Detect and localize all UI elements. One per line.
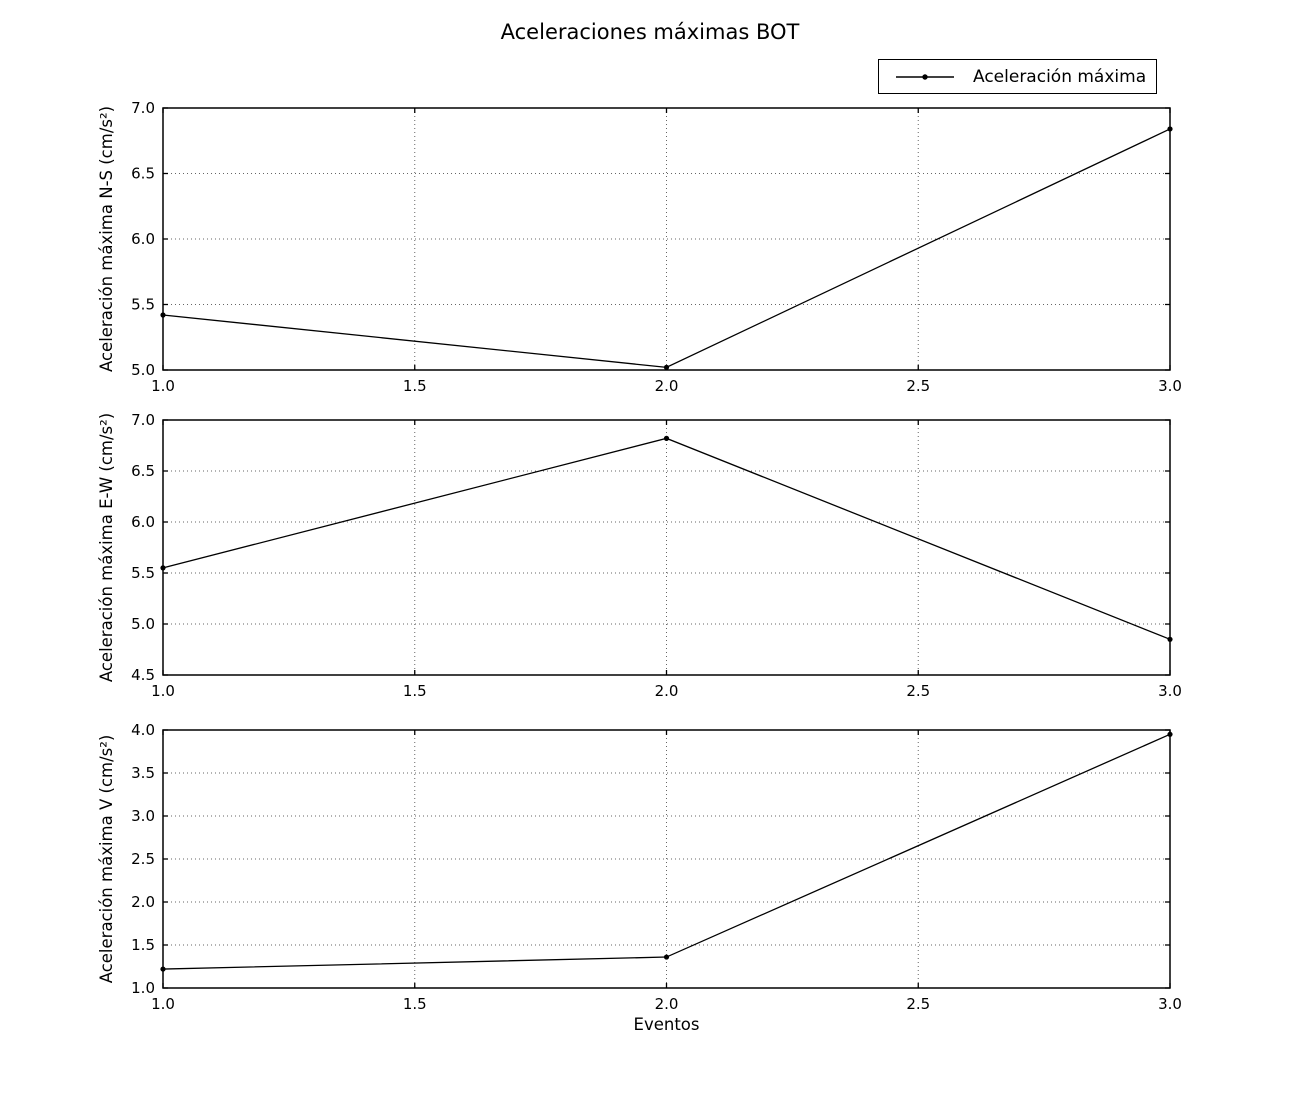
legend-marker-sample (922, 73, 928, 80)
y-tick-label: 6.5 (131, 462, 155, 480)
x-tick-label: 2.0 (655, 995, 679, 1013)
x-tick-label: 2.5 (906, 995, 930, 1013)
data-point-marker (663, 954, 670, 960)
y-tick-label: 7.0 (131, 411, 155, 429)
data-point-marker (1167, 126, 1173, 132)
data-line (162, 733, 1171, 970)
x-tick-label: 2.5 (906, 377, 930, 395)
x-tick-label: 1.5 (403, 377, 427, 395)
subplot-1: 1.0 1.5 2.0 2.5 3.0 5.0 5.5 6.0 6.5 7.0 Aceleració… (97, 99, 1182, 395)
data-point-marker (160, 565, 166, 571)
x-tick-label: 3.0 (1158, 377, 1182, 395)
x-tick-label: 1.0 (151, 995, 175, 1013)
chart-title: Aceleraciones máximas BOT (500, 20, 800, 44)
x-tick-label: 3.0 (1158, 682, 1182, 700)
y-tick-label: 6.0 (131, 230, 155, 248)
y-tick-label: 4.0 (131, 721, 155, 739)
data-point-marker (1167, 636, 1173, 642)
x-tick-label: 1.0 (151, 682, 175, 700)
y-tick-label: 2.5 (131, 850, 155, 868)
subplot-2: 1.0 1.5 2.0 2.5 3.0 4.5 5.0 5.5 6.0 6.5 7.0 Acelera… (97, 411, 1182, 700)
y-tick-label: 4.5 (131, 666, 155, 684)
data-point-marker (160, 312, 166, 318)
y-tick-label: 5.5 (131, 564, 155, 582)
data-point-marker (160, 966, 166, 972)
data-point-marker (663, 435, 670, 441)
y-tick-label: 5.5 (131, 296, 155, 314)
x-tick-label: 1.5 (403, 682, 427, 700)
y-tick-label: 3.5 (131, 764, 155, 782)
data-point-marker (1167, 731, 1173, 737)
x-tick-label: 2.0 (655, 377, 679, 395)
y-axis-label: Aceleración máxima N-S (cm/s²) (97, 106, 116, 372)
y-tick-label: 5.0 (131, 361, 155, 379)
x-tick-label: 3.0 (1158, 995, 1182, 1013)
y-axis-label: Aceleración máxima E-W (cm/s²) (97, 413, 116, 682)
x-tick-label: 2.5 (906, 682, 930, 700)
y-tick-label: 7.0 (131, 99, 155, 117)
y-tick-label: 5.0 (131, 615, 155, 633)
x-axis-label: Eventos (634, 1015, 700, 1034)
y-tick-label: 6.5 (131, 165, 155, 183)
x-tick-label: 2.0 (655, 682, 679, 700)
legend-label: Aceleración máxima (973, 66, 1147, 87)
y-tick-label: 3.0 (131, 807, 155, 825)
y-axis-label: Aceleración máxima V (cm/s²) (97, 735, 116, 984)
y-tick-label: 6.0 (131, 513, 155, 531)
data-point-marker (663, 364, 670, 370)
y-tick-label: 1.5 (131, 936, 155, 954)
legend: Aceleración máxima (878, 59, 1157, 94)
legend-line-marker-icon (896, 73, 954, 80)
x-tick-label: 1.5 (403, 995, 427, 1013)
y-tick-label: 1.0 (131, 979, 155, 997)
x-tick-label: 1.0 (151, 377, 175, 395)
y-tick-label: 2.0 (131, 893, 155, 911)
subplot-3: 1.0 1.5 2.0 2.5 3.0 1.0 1.5 2.0 2.5 3.0 3.5 4.0 Acel… (97, 721, 1182, 1034)
